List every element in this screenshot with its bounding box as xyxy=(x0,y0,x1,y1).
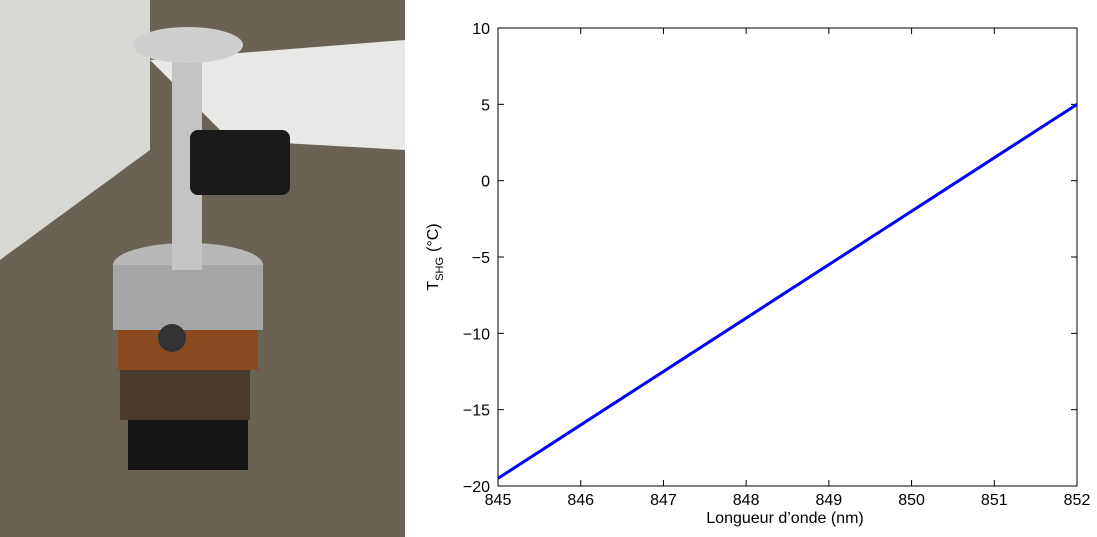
y-tick-label: −15 xyxy=(463,403,490,420)
x-tick-label: 851 xyxy=(981,492,1008,509)
y-label-main: T xyxy=(425,281,442,291)
y-label-sub: SHG xyxy=(434,257,446,281)
photo-box xyxy=(0,0,150,260)
y-tick-label: 0 xyxy=(481,174,490,191)
x-axis-label: Longueur d’onde (nm) xyxy=(706,510,863,527)
x-tick-label: 852 xyxy=(1064,492,1091,509)
data-line xyxy=(497,103,1078,480)
photo-heater xyxy=(118,325,258,370)
x-tick-label: 849 xyxy=(816,492,843,509)
photo-cap xyxy=(133,27,243,63)
y-tick-label: 5 xyxy=(481,97,490,114)
x-tick-label: 847 xyxy=(650,492,677,509)
photo-stage xyxy=(120,370,250,420)
x-tick-label: 848 xyxy=(733,492,760,509)
photo-base xyxy=(128,420,248,470)
y-tick-label: 10 xyxy=(472,21,490,38)
photo-knob xyxy=(190,130,290,195)
x-tick-label: 850 xyxy=(898,492,925,509)
y-label-unit: (°C) xyxy=(425,223,442,252)
photo-cloth xyxy=(150,40,405,150)
plot-frame xyxy=(497,27,1078,487)
x-tick-label: 845 xyxy=(485,492,512,509)
y-axis-label: TSHG (°C) xyxy=(425,223,446,290)
y-tick-label: −5 xyxy=(472,250,490,267)
x-tick-label: 846 xyxy=(567,492,594,509)
y-tick-label: −20 xyxy=(463,479,490,496)
photo-cylinder xyxy=(113,265,263,330)
photo xyxy=(0,0,405,537)
photo-port xyxy=(158,324,186,352)
y-tick-label: −10 xyxy=(463,326,490,343)
